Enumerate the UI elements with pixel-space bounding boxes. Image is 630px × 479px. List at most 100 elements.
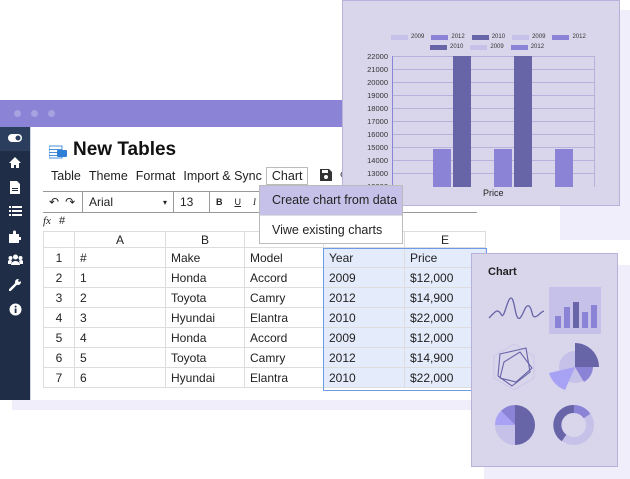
formula-bar[interactable]: fx # xyxy=(43,215,65,227)
row-number[interactable]: 5 xyxy=(43,327,75,348)
underline-button[interactable]: U xyxy=(234,197,242,207)
legend-label: 2009 xyxy=(490,44,504,50)
bar-chart-icon[interactable] xyxy=(554,294,599,333)
create-chart-from-data-item[interactable]: Create chart from data xyxy=(260,186,402,215)
y-tick: 21000 xyxy=(367,65,388,74)
cell[interactable]: $12,000 xyxy=(404,267,486,288)
pie-chart-icon[interactable] xyxy=(494,404,536,451)
donut-chart-icon[interactable] xyxy=(553,404,595,451)
users-icon[interactable] xyxy=(7,254,24,268)
table-row: 5 4 Honda Accord 2009 $12,000 xyxy=(43,327,486,348)
page-title: New Tables xyxy=(48,139,176,161)
cell[interactable]: Accord xyxy=(244,267,324,288)
list-icon[interactable] xyxy=(8,205,22,219)
window-dot[interactable] xyxy=(14,110,21,117)
chart-dropdown-menu: Create chart from data Viwe existing cha… xyxy=(259,185,403,244)
polar-area-chart-icon[interactable] xyxy=(548,340,603,397)
row-number[interactable]: 1 xyxy=(43,247,75,268)
cell[interactable]: $22,000 xyxy=(404,367,486,388)
cell[interactable]: 2 xyxy=(74,287,166,308)
cell[interactable]: 6 xyxy=(74,367,166,388)
row-number[interactable]: 2 xyxy=(43,267,75,288)
cell[interactable]: Toyota xyxy=(165,287,245,308)
cell[interactable]: Camry xyxy=(244,287,324,308)
cell[interactable]: $14,900 xyxy=(404,347,486,368)
row-number[interactable]: 6 xyxy=(43,347,75,368)
save-icon[interactable] xyxy=(320,169,333,185)
cell[interactable]: Hyundai xyxy=(165,307,245,328)
column-header-a[interactable]: A xyxy=(74,231,166,248)
view-existing-charts-item[interactable]: Viwe existing charts xyxy=(260,215,402,244)
chart-preview-panel: 2009 2012 2010 2009 2012 2010 2009 2012 … xyxy=(342,0,620,206)
chart-legend: 2009 2012 2010 2009 2012 xyxy=(391,34,586,40)
cell[interactable]: Make xyxy=(165,247,245,268)
row-number[interactable]: 7 xyxy=(43,367,75,388)
window-dot[interactable] xyxy=(31,110,38,117)
cell[interactable]: 2012 xyxy=(323,347,405,368)
cell[interactable]: Elantra xyxy=(244,307,324,328)
bold-button[interactable]: B xyxy=(216,197,223,207)
row-number[interactable]: 3 xyxy=(43,287,75,308)
line-chart-icon[interactable] xyxy=(487,294,545,329)
cell[interactable]: $22,000 xyxy=(404,307,486,328)
cell[interactable]: Elantra xyxy=(244,367,324,388)
menu-theme[interactable]: Theme xyxy=(88,169,128,183)
menu-import-sync[interactable]: Import & Sync xyxy=(183,169,262,183)
toggle-icon[interactable] xyxy=(8,132,22,146)
menu-format[interactable]: Format xyxy=(135,169,176,183)
table-icon xyxy=(48,143,67,159)
font-size-input[interactable]: 13 xyxy=(174,192,210,212)
bar-2010[interactable] xyxy=(514,56,532,187)
cell[interactable]: 3 xyxy=(74,307,166,328)
bar-2010[interactable] xyxy=(453,56,471,187)
bar-2012[interactable] xyxy=(494,149,512,187)
cell[interactable]: # xyxy=(74,247,166,268)
cell[interactable]: Model xyxy=(244,247,324,268)
bar-2012[interactable] xyxy=(433,149,451,187)
menu-bar: Table Theme Format Import & Sync Chart xyxy=(51,167,357,185)
redo-icon[interactable]: ↷ xyxy=(65,195,76,209)
undo-icon[interactable]: ↶ xyxy=(49,195,60,209)
y-tick: 17000 xyxy=(367,117,388,126)
info-icon[interactable] xyxy=(8,303,22,317)
cell[interactable]: Hyundai xyxy=(165,367,245,388)
row-number[interactable]: 4 xyxy=(43,307,75,328)
sidebar xyxy=(0,127,30,400)
column-header-e[interactable]: E xyxy=(404,231,486,248)
menu-table[interactable]: Table xyxy=(51,169,81,183)
y-tick: 20000 xyxy=(367,78,388,87)
cell[interactable]: Honda xyxy=(165,267,245,288)
bar-2012[interactable] xyxy=(555,149,573,187)
window-dot[interactable] xyxy=(48,110,55,117)
cell[interactable]: 2009 xyxy=(323,267,405,288)
fx-icon: fx xyxy=(43,215,51,227)
cell[interactable]: $14,900 xyxy=(404,287,486,308)
wrench-icon[interactable] xyxy=(8,278,22,292)
cell[interactable]: Year xyxy=(323,247,405,268)
puzzle-icon[interactable] xyxy=(8,230,22,244)
italic-button[interactable]: I xyxy=(253,197,256,207)
cell[interactable]: 2012 xyxy=(323,287,405,308)
chevron-down-icon: ▾ xyxy=(162,197,167,207)
document-icon[interactable] xyxy=(8,181,22,195)
cell[interactable]: Accord xyxy=(244,327,324,348)
cell[interactable]: 2009 xyxy=(323,327,405,348)
corner-cell[interactable] xyxy=(43,231,75,248)
column-header-b[interactable]: B xyxy=(165,231,245,248)
cell[interactable]: Toyota xyxy=(165,347,245,368)
menu-chart[interactable]: Chart xyxy=(265,167,309,185)
cell[interactable]: 1 xyxy=(74,267,166,288)
cell[interactable]: Price xyxy=(404,247,486,268)
cell[interactable]: Camry xyxy=(244,347,324,368)
home-icon[interactable] xyxy=(8,156,22,170)
y-tick: 15000 xyxy=(367,143,388,152)
cell[interactable]: 2010 xyxy=(323,367,405,388)
cell[interactable]: 5 xyxy=(74,347,166,368)
cell[interactable]: 2010 xyxy=(323,307,405,328)
cell[interactable]: Honda xyxy=(165,327,245,348)
font-select[interactable]: Arial ▾ xyxy=(83,192,174,212)
radar-chart-icon[interactable] xyxy=(490,342,538,397)
cell[interactable]: 4 xyxy=(74,327,166,348)
table-row: 2 1 Honda Accord 2009 $12,000 xyxy=(43,267,486,288)
main-content: New Tables Table Theme Format Import & S… xyxy=(30,127,487,400)
